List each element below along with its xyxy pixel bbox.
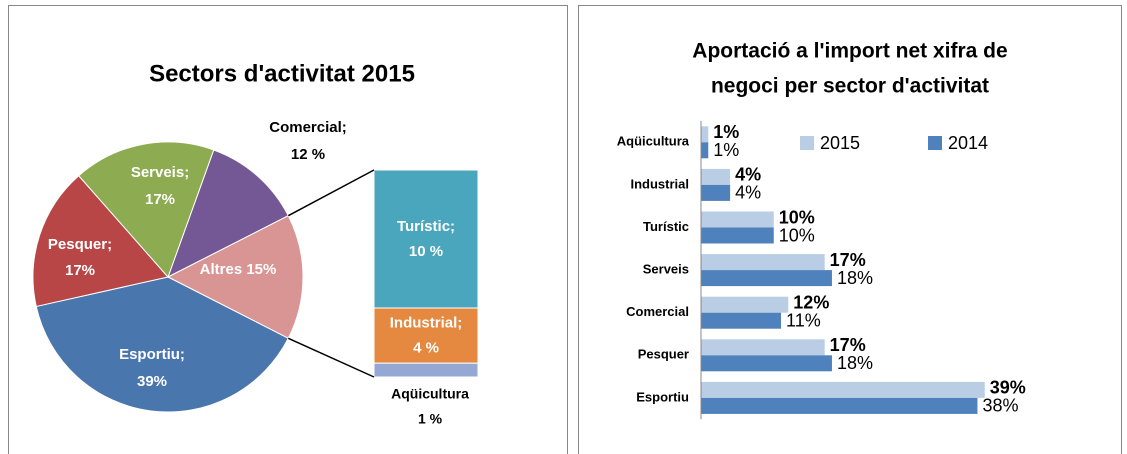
sub-bar: [373, 169, 479, 309]
data-label: 11%: [786, 310, 821, 330]
data-label: 1%: [713, 140, 739, 160]
bar: [701, 142, 709, 159]
sub-bar: [373, 362, 479, 378]
connector: [287, 169, 375, 217]
data-label: Pesquer;: [48, 236, 112, 253]
y-tick-label: Aqüicultura: [617, 134, 690, 149]
data-label: 39%: [137, 373, 167, 390]
data-label: 12 %: [291, 146, 325, 163]
bar: [701, 211, 774, 228]
sub-bar: [373, 307, 479, 364]
data-label: 39%: [990, 378, 1026, 398]
legend-label: 2015: [820, 133, 860, 153]
data-label: 4 %: [413, 340, 439, 357]
data-label: Serveis;: [131, 164, 189, 181]
bar: [701, 227, 774, 244]
y-tick-label: Comercial: [626, 304, 689, 319]
legend-swatch: [800, 136, 814, 150]
bar: [701, 296, 789, 313]
legend-swatch: [928, 136, 942, 150]
data-label: 17%: [65, 262, 95, 279]
bar: [701, 312, 782, 329]
connector: [287, 337, 375, 378]
y-tick-label: Esportiu: [636, 389, 689, 404]
bar: [701, 381, 985, 398]
data-label: Aqüicultura: [391, 386, 469, 402]
y-tick-label: Turístic: [643, 219, 689, 234]
data-label: 17%: [830, 250, 866, 270]
pie-slice: [166, 215, 304, 339]
data-label: 12%: [793, 292, 829, 312]
data-label: 4%: [735, 165, 761, 185]
data-label: Esportiu;: [119, 346, 185, 363]
data-label: 10 %: [409, 243, 443, 260]
bar: [701, 168, 731, 185]
data-label: 18%: [837, 268, 873, 288]
data-label: 38%: [982, 396, 1018, 416]
pie-slice: [167, 149, 289, 279]
bar: [701, 184, 731, 201]
pie-slice: [35, 276, 289, 413]
data-label: Turístic;: [397, 218, 455, 235]
bar: [701, 339, 825, 356]
bar: [701, 270, 832, 287]
pie-slice: [32, 175, 169, 308]
bar: [701, 397, 978, 414]
y-tick-label: Serveis: [643, 262, 689, 277]
bar: [701, 355, 832, 372]
bar: [701, 126, 709, 143]
chart-title: Aportació a l'import net xifra de: [692, 40, 1007, 63]
y-tick-label: Industrial: [630, 176, 689, 191]
data-label: Altres 15%: [200, 261, 277, 278]
y-tick-label: Pesquer: [638, 347, 689, 362]
data-label: 17%: [830, 335, 866, 355]
bar: [701, 254, 825, 271]
data-label: Comercial;: [269, 119, 347, 136]
data-label: 1%: [713, 122, 739, 142]
pie-slice: [78, 141, 215, 278]
data-label: 17%: [145, 191, 175, 208]
data-label: 4%: [735, 183, 761, 203]
panel: [578, 5, 1122, 454]
legend-label: 2014: [948, 133, 988, 153]
data-label: Industrial;: [390, 315, 463, 332]
chart-title: negoci per sector d'activitat: [711, 75, 989, 98]
data-label: 1 %: [418, 411, 443, 427]
data-label: 10%: [779, 225, 815, 245]
chart-title: Sectors d'activitat 2015: [149, 60, 415, 87]
data-label: 10%: [779, 207, 815, 227]
data-label: 18%: [837, 353, 873, 373]
